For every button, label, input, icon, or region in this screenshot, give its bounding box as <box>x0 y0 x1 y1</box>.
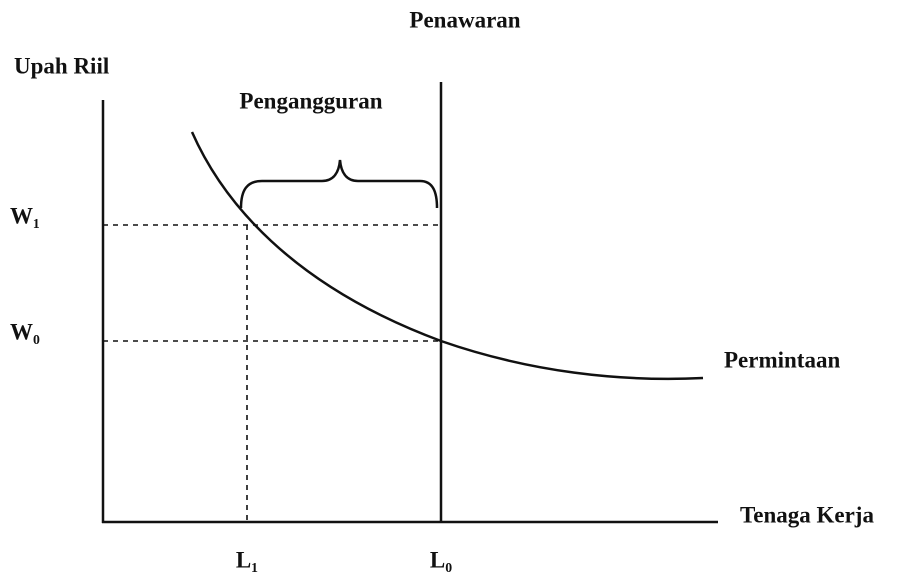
w0-label: W₀ <box>10 319 40 344</box>
l0-label: L₀ <box>430 547 452 572</box>
l1-label: L₁ <box>236 547 258 572</box>
demand-label: Permintaan <box>724 347 840 372</box>
demand-curve <box>190 131 704 381</box>
unemployment-brace <box>239 159 439 209</box>
x-axis-label: Tenaga Kerja <box>740 502 874 527</box>
unemployment-label: Pengangguran <box>239 88 382 113</box>
w1-label: W₁ <box>10 203 40 228</box>
y-axis-label: Upah Riil <box>14 53 109 78</box>
supply-label: Penawaran <box>409 7 520 32</box>
